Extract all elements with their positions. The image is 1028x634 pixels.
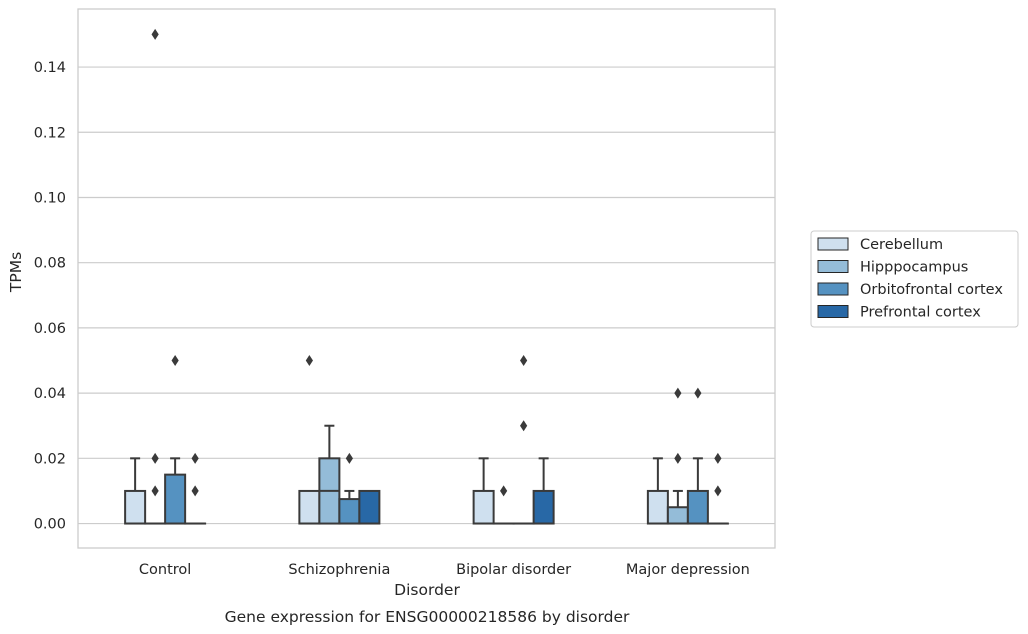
box-group	[338, 452, 361, 525]
box-group	[492, 485, 515, 525]
x-tick-label: Major depression	[626, 562, 750, 578]
outlier-point	[151, 28, 159, 40]
outlier-point	[674, 452, 682, 464]
y-tick-label: 0.08	[34, 256, 66, 272]
gridlines	[78, 66, 775, 525]
y-tick-label: 0.12	[34, 125, 66, 141]
legend-label: Orbitofrontal cortex	[860, 282, 1003, 298]
box-plot-series	[124, 28, 729, 525]
y-tick-label: 0.00	[34, 517, 66, 533]
box-group	[164, 355, 187, 525]
box-group	[298, 355, 321, 525]
y-tick-label: 0.14	[34, 60, 66, 76]
legend: Cerebellum Hipppocampus Orbitofrontal cort…	[810, 230, 1019, 328]
y-tick-label: 0.06	[34, 321, 66, 337]
box	[686, 489, 709, 525]
box	[646, 489, 669, 525]
box-group	[144, 28, 167, 525]
outlier-point	[714, 485, 722, 497]
box-group	[184, 452, 207, 525]
outlier-point	[151, 452, 159, 464]
box-group	[124, 457, 147, 525]
x-axis-title: Disorder	[394, 581, 460, 599]
y-tick-label: 0.10	[34, 190, 66, 206]
y-axis-title: TPMs	[7, 252, 25, 293]
legend-label: Cerebellum	[860, 237, 943, 253]
legend-swatch	[817, 305, 849, 318]
y-axis-tick-labels: 0.00 0.02 0.04 0.06 0.08 0.10 0.12 0.14	[34, 60, 66, 533]
x-axis-tick-labels: Control Schizophrenia Bipolar disorder Majo…	[139, 562, 750, 578]
box-group	[358, 489, 381, 525]
box	[298, 489, 321, 525]
chart-caption: Gene expression for ENSG00000218586 by d…	[225, 608, 630, 626]
box-group	[686, 387, 709, 525]
box	[358, 489, 381, 525]
outlier-point	[305, 355, 313, 367]
legend-swatch	[817, 237, 849, 251]
box	[164, 473, 187, 525]
outlier-point	[520, 420, 528, 432]
outlier-point	[674, 387, 682, 399]
box	[666, 506, 689, 525]
box-group	[666, 387, 689, 525]
box-group	[646, 457, 669, 525]
x-tick-label: Control	[139, 562, 191, 578]
plot-area-frame	[77, 8, 776, 549]
outlier-point	[694, 387, 702, 399]
legend-swatch	[817, 260, 849, 273]
box	[472, 489, 495, 525]
box	[124, 489, 147, 525]
legend-label: Prefrontal cortex	[860, 305, 981, 321]
box-group	[472, 457, 495, 525]
x-tick-label: Schizophrenia	[288, 562, 390, 578]
y-tick-label: 0.04	[34, 386, 66, 402]
outlier-point	[500, 485, 508, 497]
box	[532, 489, 555, 525]
x-tick-label: Bipolar disorder	[456, 562, 571, 578]
y-tick-label: 0.02	[34, 451, 66, 467]
outlier-point	[714, 452, 722, 464]
legend-label: Hipppocampus	[860, 260, 968, 276]
box-group	[318, 424, 341, 525]
outlier-point	[191, 452, 199, 464]
box-group	[512, 355, 535, 525]
outlier-point	[191, 485, 199, 497]
legend-swatch	[817, 282, 849, 296]
box-group	[706, 452, 729, 525]
outlier-point	[151, 485, 159, 497]
box	[338, 498, 361, 525]
box-group	[532, 457, 555, 525]
outlier-point	[171, 355, 179, 367]
outlier-point	[345, 452, 353, 464]
legend-frame	[810, 230, 1019, 328]
outlier-point	[520, 355, 528, 367]
